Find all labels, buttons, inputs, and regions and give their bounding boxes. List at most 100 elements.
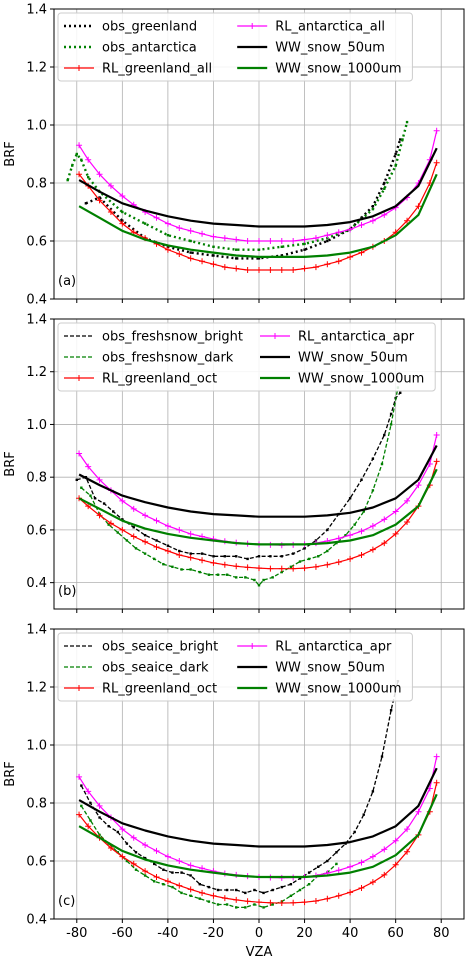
data-point (143, 533, 147, 537)
legend-box (57, 632, 413, 702)
data-point (312, 898, 319, 905)
data-point (253, 578, 256, 582)
data-point (280, 885, 283, 889)
data-point (257, 248, 261, 251)
data-point (119, 826, 126, 833)
series-line-ww-snow-1000um (78, 173, 438, 258)
data-point (235, 555, 238, 558)
panel-label: (b) (58, 584, 76, 599)
data-point (289, 894, 293, 897)
data-point (210, 892, 217, 899)
data-point (280, 555, 283, 558)
legend-marker (76, 375, 82, 381)
data-point (85, 503, 92, 510)
data-point (324, 895, 331, 902)
panel-3: -80 -60 -40 -20 0 20 40 60 80 0.4 0.6 0.8 1.0 1.2 1.4 B… (3, 623, 465, 960)
legend-entry: RL_greenland_all (102, 62, 212, 77)
data-point (415, 482, 422, 489)
x-tick-label: 40 (342, 926, 359, 941)
data-point (75, 478, 78, 482)
data-point (267, 267, 274, 273)
data-point (76, 811, 83, 818)
y-tick-label: 1.4 (26, 623, 47, 638)
data-point (256, 238, 262, 244)
data-point (121, 518, 124, 521)
legend-entry: RL_greenland_oct (102, 372, 217, 387)
data-point (335, 892, 342, 899)
data-point (278, 900, 285, 907)
data-point (216, 903, 220, 906)
data-point (307, 871, 311, 874)
data-point (246, 557, 249, 561)
y-tick-label: 0.6 (26, 523, 47, 538)
data-point (166, 234, 170, 237)
data-point (125, 539, 129, 542)
data-point (119, 220, 126, 227)
data-point (176, 251, 183, 258)
data-point (162, 868, 165, 871)
data-point (187, 530, 194, 537)
data-point (171, 565, 174, 569)
data-point (312, 235, 319, 242)
data-point (153, 873, 160, 880)
data-point (66, 178, 69, 182)
legend-entry: obs_antarctica (102, 41, 197, 56)
legend-entry: WW_snow_1000um (275, 62, 401, 77)
data-point (371, 489, 375, 492)
data-point (212, 254, 215, 257)
data-point (153, 214, 160, 221)
data-point (189, 251, 192, 254)
data-point (404, 519, 411, 525)
data-point (187, 227, 194, 234)
y-axis-label: BRF (3, 451, 18, 476)
data-point (143, 222, 147, 225)
data-point (116, 830, 119, 834)
y-tick-label: 1.2 (26, 61, 47, 76)
data-point (187, 886, 194, 893)
data-point (415, 808, 422, 815)
data-point (335, 258, 342, 265)
data-point (85, 156, 92, 163)
legend: obs_freshsnow_bright obs_freshsnow_dark RL… (57, 322, 436, 392)
data-point (93, 497, 97, 500)
data-point (221, 264, 228, 271)
data-point (317, 555, 320, 558)
panel-label: (a) (58, 274, 76, 289)
data-point (362, 510, 365, 513)
data-point (176, 882, 183, 889)
series-group (76, 680, 440, 909)
data-point (267, 899, 274, 906)
legend-entry: RL_greenland_oct (102, 682, 217, 697)
data-point (301, 265, 308, 272)
data-point (96, 476, 103, 483)
data-point (347, 555, 354, 562)
x-axis-label: VZA (246, 945, 273, 960)
data-point (383, 187, 386, 190)
data-point (235, 888, 238, 892)
data-point (76, 171, 83, 178)
data-point (278, 267, 285, 273)
data-point (290, 899, 297, 906)
series-line-ww-snow-50um (78, 147, 438, 228)
data-point (119, 193, 126, 200)
data-point (180, 891, 183, 895)
data-point (235, 906, 238, 909)
data-point (225, 888, 229, 892)
data-point (347, 532, 354, 539)
data-point (381, 540, 388, 547)
data-point (162, 883, 165, 886)
data-point (171, 885, 174, 889)
data-point (371, 205, 375, 208)
data-point (80, 486, 83, 489)
data-point (433, 779, 440, 786)
y-tick-label: 0.8 (26, 471, 47, 486)
data-point (301, 565, 308, 572)
data-point (324, 261, 331, 268)
data-point (76, 773, 83, 780)
data-point (298, 560, 302, 563)
data-point (381, 211, 388, 218)
ticks: 0.4 0.6 0.8 1.0 1.2 1.4 (26, 313, 442, 613)
data-point (369, 853, 376, 860)
data-point (142, 538, 149, 545)
data-point (187, 554, 194, 561)
